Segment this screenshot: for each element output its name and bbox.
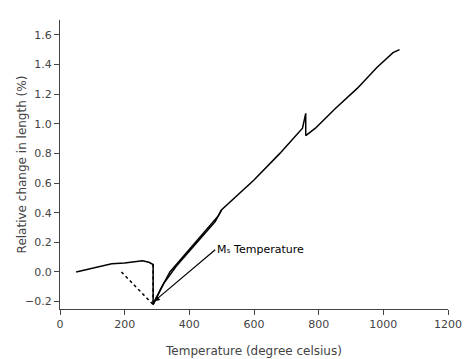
svg-text:1200: 1200 bbox=[434, 318, 462, 331]
svg-text:0.0: 0.0 bbox=[34, 266, 52, 279]
svg-text:0.4: 0.4 bbox=[34, 207, 52, 220]
svg-text:Temperature (degree celsius): Temperature (degree celsius) bbox=[165, 344, 342, 358]
svg-text:600: 600 bbox=[244, 318, 265, 331]
svg-text:800: 800 bbox=[308, 318, 329, 331]
svg-text:0.6: 0.6 bbox=[34, 177, 52, 190]
svg-text:1.0: 1.0 bbox=[34, 118, 52, 131]
svg-text:0.8: 0.8 bbox=[34, 147, 52, 160]
svg-text:1.6: 1.6 bbox=[34, 29, 52, 42]
svg-text:1.4: 1.4 bbox=[34, 58, 52, 71]
svg-text:−0.2: −0.2 bbox=[25, 295, 52, 308]
svg-text:Relative change in length (%): Relative change in length (%) bbox=[15, 76, 29, 254]
svg-text:1.2: 1.2 bbox=[34, 88, 52, 101]
svg-text:0.2: 0.2 bbox=[34, 236, 52, 249]
svg-text:200: 200 bbox=[114, 318, 135, 331]
svg-text:Mₛ Temperature: Mₛ Temperature bbox=[217, 243, 304, 256]
svg-text:0: 0 bbox=[57, 318, 64, 331]
svg-text:1000: 1000 bbox=[369, 318, 397, 331]
svg-text:400: 400 bbox=[179, 318, 200, 331]
